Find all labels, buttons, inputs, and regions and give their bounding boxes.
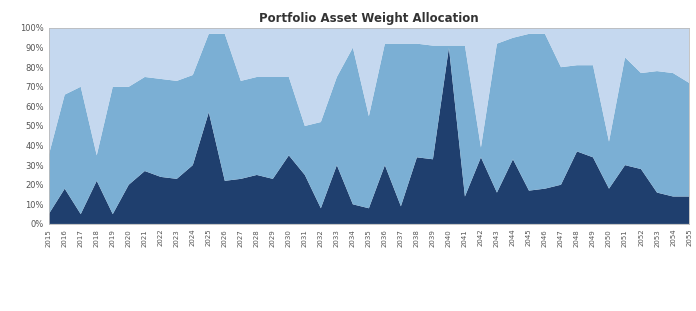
- Title: Portfolio Asset Weight Allocation: Portfolio Asset Weight Allocation: [259, 12, 479, 26]
